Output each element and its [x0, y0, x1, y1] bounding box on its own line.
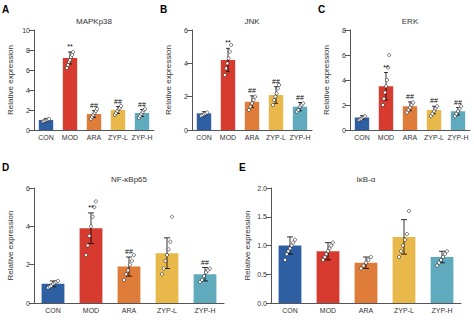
svg-text:6: 6 — [26, 185, 30, 192]
svg-text:##: ## — [248, 87, 256, 94]
svg-text:0: 0 — [26, 300, 30, 307]
svg-text:8: 8 — [26, 47, 30, 54]
svg-text:Relative expression: Relative expression — [6, 211, 15, 281]
svg-text:ARA: ARA — [122, 307, 137, 314]
svg-text:ARA: ARA — [403, 134, 418, 141]
svg-text:JNK: JNK — [244, 17, 260, 26]
svg-text:##: ## — [272, 78, 280, 85]
svg-text:CON: CON — [282, 307, 298, 314]
svg-text:ZYP-H: ZYP-H — [290, 134, 311, 141]
svg-text:C: C — [318, 4, 325, 15]
svg-text:##: ## — [114, 98, 122, 105]
svg-text:ZYP-H: ZYP-H — [432, 307, 453, 314]
svg-text:ZYP-L: ZYP-L — [394, 307, 414, 314]
svg-text:8: 8 — [342, 27, 346, 34]
svg-text:IκB-α: IκB-α — [357, 175, 376, 184]
svg-text:4: 4 — [26, 223, 30, 230]
svg-text:0: 0 — [342, 127, 346, 134]
svg-text:##: ## — [201, 259, 209, 266]
svg-text:MOD: MOD — [83, 307, 99, 314]
svg-text:0.5: 0.5 — [257, 271, 267, 278]
svg-text:2: 2 — [342, 102, 346, 109]
svg-text:E: E — [239, 162, 246, 173]
svg-text:**: ** — [88, 204, 94, 211]
svg-text:##: ## — [454, 99, 462, 106]
svg-text:CON: CON — [45, 307, 61, 314]
svg-text:**: ** — [225, 39, 231, 46]
svg-text:**: ** — [67, 43, 73, 50]
svg-text:MOD: MOD — [378, 134, 394, 141]
svg-text:CON: CON — [354, 134, 370, 141]
svg-text:ZYP-H: ZYP-H — [195, 307, 216, 314]
svg-text:1.5: 1.5 — [257, 213, 267, 220]
svg-text:##: ## — [138, 101, 146, 108]
svg-text:D: D — [2, 162, 9, 173]
svg-text:2: 2 — [26, 107, 30, 114]
svg-text:Relative expression: Relative expression — [6, 45, 15, 115]
svg-text:MOD: MOD — [220, 134, 236, 141]
svg-text:MOD: MOD — [320, 307, 336, 314]
svg-text:ZYP-H: ZYP-H — [448, 134, 469, 141]
svg-text:ZYP-L: ZYP-L — [108, 134, 128, 141]
svg-text:10: 10 — [22, 27, 30, 34]
svg-text:2.0: 2.0 — [257, 185, 267, 192]
svg-text:##: ## — [296, 94, 304, 101]
svg-text:Relative expression: Relative expression — [243, 211, 252, 281]
svg-text:6: 6 — [342, 52, 346, 59]
svg-text:ARA: ARA — [245, 134, 260, 141]
svg-text:##: ## — [90, 102, 98, 109]
svg-text:**: ** — [383, 64, 389, 71]
svg-text:B: B — [160, 4, 167, 15]
svg-text:4: 4 — [184, 60, 188, 67]
svg-text:ERK: ERK — [402, 17, 419, 26]
svg-text:6: 6 — [184, 27, 188, 34]
svg-text:1.0: 1.0 — [257, 242, 267, 249]
svg-text:CON: CON — [196, 134, 212, 141]
svg-text:2: 2 — [26, 261, 30, 268]
svg-text:2: 2 — [184, 93, 188, 100]
svg-text:ZYP-L: ZYP-L — [157, 307, 177, 314]
svg-text:A: A — [2, 4, 9, 15]
svg-text:0: 0 — [26, 127, 30, 134]
svg-text:CON: CON — [38, 134, 54, 141]
svg-text:ARA: ARA — [359, 307, 374, 314]
svg-text:Relative expression: Relative expression — [322, 45, 331, 115]
svg-text:6: 6 — [26, 67, 30, 74]
svg-text:4: 4 — [26, 87, 30, 94]
svg-text:ZYP-H: ZYP-H — [132, 134, 153, 141]
svg-text:##: ## — [430, 97, 438, 104]
svg-text:Relative expression: Relative expression — [164, 45, 173, 115]
svg-text:NF-κBp65: NF-κBp65 — [111, 175, 148, 184]
svg-text:MOD: MOD — [62, 134, 78, 141]
svg-text:4: 4 — [342, 77, 346, 84]
svg-text:ZYP-L: ZYP-L — [266, 134, 286, 141]
svg-text:MAPKp38: MAPKp38 — [76, 17, 113, 26]
svg-text:##: ## — [406, 93, 414, 100]
svg-text:##: ## — [125, 248, 133, 255]
svg-text:ARA: ARA — [87, 134, 102, 141]
svg-text:0: 0 — [184, 127, 188, 134]
svg-text:ZYP-L: ZYP-L — [424, 134, 444, 141]
svg-text:0.0: 0.0 — [257, 300, 267, 307]
